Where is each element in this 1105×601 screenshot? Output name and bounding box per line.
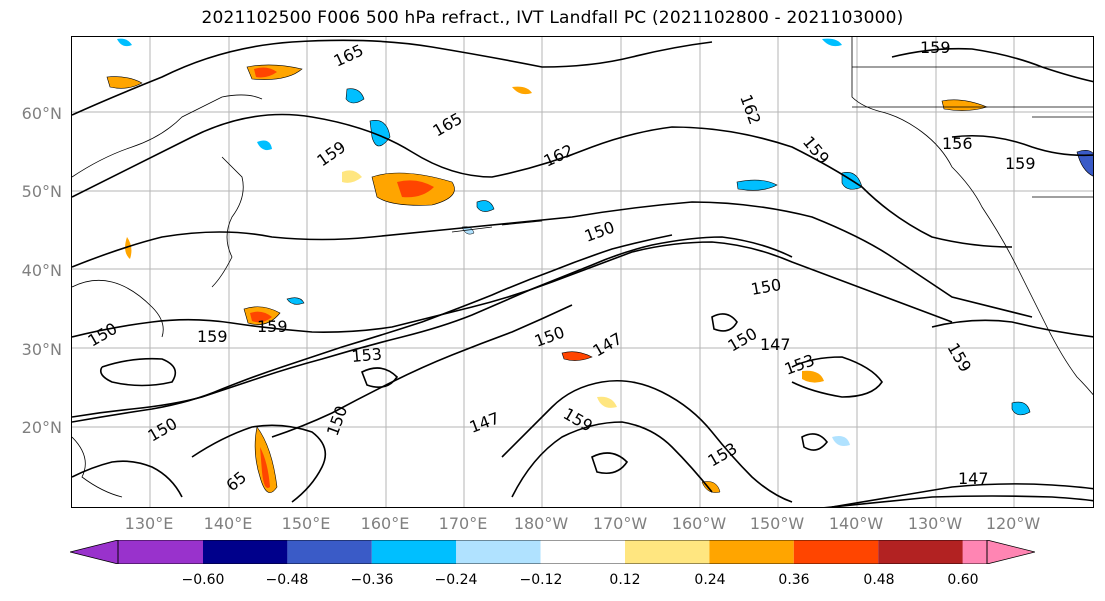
colorbar-segment [371,540,457,564]
positive-area [512,86,532,95]
positive-area [941,99,988,111]
negative-area [369,120,391,147]
colorbar-tick: −0.60 [181,572,225,588]
colorbar-frame [117,540,988,564]
colorbar-segment [456,540,541,564]
graticule [72,37,1093,507]
positive-area [260,447,270,488]
colorbar-segment [987,540,1035,564]
contour-label: 159 [560,404,596,436]
colorbar [70,540,1035,564]
colorbar-tick: −0.12 [519,572,563,588]
negative-area [345,88,365,104]
contour-label: 159 [257,317,288,336]
contour-label: 147 [467,408,502,436]
contour-label: 147 [590,329,626,361]
contour-label: 147 [958,469,989,488]
contour-label: 150 [323,403,351,438]
figure-title: 2021102500 F006 500 hPa refract., IVT La… [201,8,904,28]
colorbar-segment [709,540,794,564]
positive-area [125,237,132,259]
lon-label-150w: 150°W [749,514,805,533]
negative-area [736,179,778,191]
negative-area [117,38,132,47]
contour-label: 162 [736,92,764,127]
colorbar-tick: −0.24 [434,572,478,588]
colorbar-tick: 0.12 [609,572,641,588]
lon-label-170w: 170°W [592,514,648,533]
lat-label-40n: 40°N [21,261,62,280]
colorbar-segment [625,540,710,564]
negative-area [1011,401,1031,416]
positive-area [342,170,362,183]
colorbar-segment [203,540,288,564]
contour-label: 165 [331,40,367,70]
negative-area [257,140,272,151]
lon-label-120w: 120°W [985,514,1041,533]
map-canvas: 165 159 165 162 162 159 159 156 159 150 … [72,37,1093,507]
contour-label: 159 [799,132,833,168]
positive-area [254,426,278,493]
colorbar-segment [118,540,203,564]
colorbar-tick: −0.48 [265,572,309,588]
contour-label: 65 [222,467,250,495]
lat-label-60n: 60°N [21,104,62,123]
colorbar-segment [540,540,625,564]
negative-area [476,200,495,212]
contour-label: 150 [532,322,567,350]
negative-area [286,297,305,305]
colorbar-tick: 0.24 [694,572,726,588]
colorbar-segment [962,540,987,564]
contour-label: 156 [942,134,973,153]
positive-area [397,180,434,198]
positive-area [254,67,277,78]
lat-label-50n: 50°N [21,182,62,201]
contour-label: 159 [197,327,228,346]
lon-label-140e: 140°E [203,514,253,533]
contour-label: 147 [760,335,791,354]
contour-label: 150 [582,217,617,245]
contour-label: 153 [351,344,383,366]
lon-label-160w: 160°W [671,514,727,533]
colorbar-tick: 0.48 [863,572,895,588]
contour-label: 159 [1005,154,1036,173]
colorbar-tick: 0.60 [947,572,979,588]
negative-area [832,436,850,446]
lon-label-170e: 170°E [438,514,488,533]
lon-label-150e: 150°E [281,514,331,533]
colorbar-segment [287,540,372,564]
contour-label: 159 [944,340,976,376]
lat-label-30n: 30°N [21,340,62,359]
positive-area [106,76,143,89]
contour-label: 159 [920,38,951,57]
lat-label-20n: 20°N [21,418,62,437]
lon-label-130w: 130°W [907,514,963,533]
negative-area [822,38,842,47]
colorbar-tick: 0.36 [778,572,810,588]
positive-area [802,370,824,383]
refractivity-contours [72,39,1093,507]
lon-label-130e: 130°E [124,514,174,533]
negative-area [1076,150,1093,177]
lon-label-160e: 160°E [360,514,410,533]
coastlines [72,37,1093,498]
lon-label-140w: 140°W [828,514,884,533]
colorbar-segments [70,540,1035,564]
positive-area [561,351,593,361]
colorbar-tick: −0.36 [350,572,394,588]
contour-label: 150 [85,319,121,351]
lon-label-180w: 180°W [513,514,569,533]
contour-label: 159 [313,137,349,170]
colorbar-segment [793,540,879,564]
contour-label: 153 [705,439,741,471]
positive-area [597,396,617,408]
pc-shading [106,38,1093,493]
contour-label: 165 [430,109,466,141]
positive-area [250,311,272,323]
contour-label: 162 [541,140,577,170]
map-panel: 165 159 165 162 162 159 159 156 159 150 … [71,36,1094,508]
colorbar-segment [70,540,118,564]
